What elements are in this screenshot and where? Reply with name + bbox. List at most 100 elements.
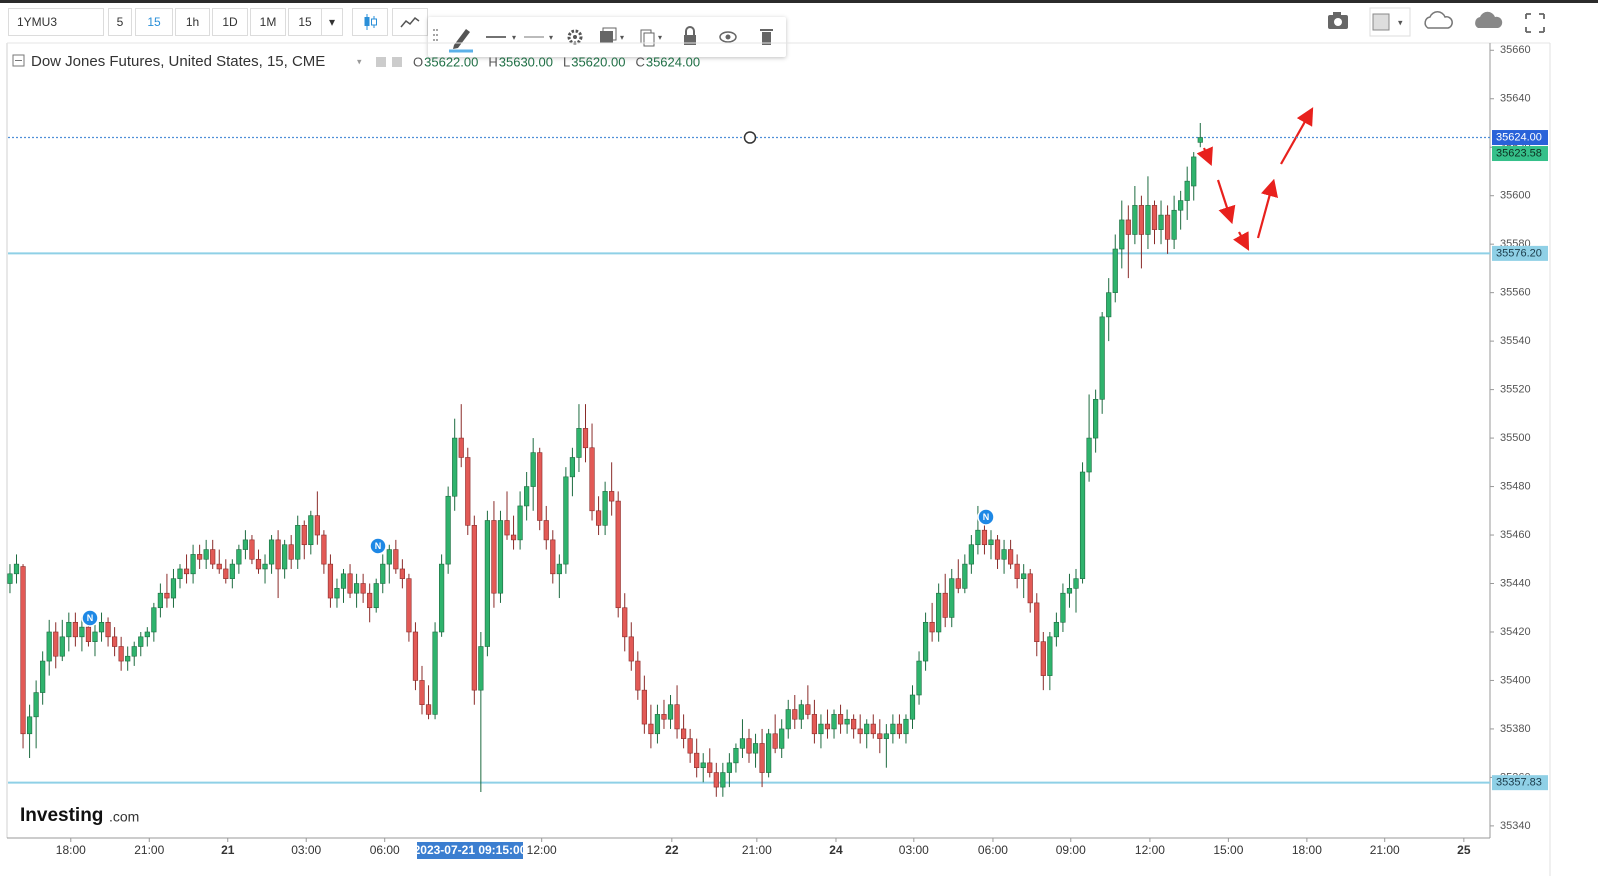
candle-body — [1138, 205, 1145, 235]
x-tick-label: 12:00 — [527, 843, 557, 857]
candle-body — [33, 692, 39, 718]
y-tick-label: 35500 — [1500, 432, 1531, 444]
candle-body — [785, 709, 791, 730]
candle-body — [432, 631, 438, 715]
cloud-upload-icon[interactable] — [1475, 11, 1503, 28]
candle-body — [314, 515, 320, 536]
candle-body — [144, 631, 150, 638]
interval-dropdown[interactable]: ▾ — [321, 8, 343, 36]
line-handle — [743, 131, 757, 144]
candle-body — [628, 636, 634, 662]
visibility-icon[interactable] — [719, 31, 737, 43]
candle-body — [687, 738, 693, 754]
x-tick-label: 21:00 — [742, 843, 772, 857]
candle-body — [118, 646, 124, 662]
candle-body — [1060, 592, 1066, 623]
interval-button[interactable]: 5 — [108, 8, 132, 36]
candle-body — [347, 573, 353, 594]
x-tick-label: 22 — [665, 843, 679, 857]
candle-body — [779, 728, 785, 749]
candle-body — [524, 486, 530, 507]
candle-body — [406, 578, 412, 633]
candle-body — [452, 437, 458, 497]
symbol-input[interactable]: 1YMU3 — [8, 8, 104, 36]
x-tick-label: 09:00 — [1056, 843, 1086, 857]
line-type-button[interactable] — [392, 8, 428, 36]
logo-name: Investing — [20, 805, 103, 826]
candle-body — [746, 738, 752, 754]
visibility-toggle[interactable] — [376, 57, 386, 67]
interval-button[interactable]: 1h — [175, 8, 210, 36]
candle-body — [308, 515, 314, 546]
candle-body — [589, 447, 595, 512]
line-icon — [400, 16, 420, 28]
cloud-download-icon[interactable] — [1424, 11, 1453, 29]
candle-body — [125, 655, 131, 662]
candle-body — [1164, 214, 1171, 240]
candle-body — [680, 728, 687, 739]
candle-body — [255, 558, 262, 570]
candle-body — [40, 660, 46, 693]
candle-body — [1178, 200, 1184, 211]
candle-body — [26, 716, 33, 735]
price-label-box — [1492, 146, 1548, 162]
candle-body — [602, 491, 608, 526]
candle-body — [471, 525, 477, 691]
color-icon[interactable] — [1372, 13, 1390, 31]
interval-button[interactable]: 1D — [212, 8, 248, 36]
candle-body — [295, 525, 301, 560]
candle-body — [543, 520, 549, 541]
candle-body — [1191, 156, 1197, 187]
candle-body — [197, 554, 203, 560]
candle-body — [1040, 641, 1046, 676]
svg-text:▾: ▾ — [658, 33, 662, 42]
pencil-icon[interactable] — [453, 29, 470, 49]
candle-body — [262, 563, 268, 570]
candle-body — [752, 743, 759, 754]
collapse-icon[interactable] — [12, 54, 25, 67]
candle-body — [164, 592, 170, 599]
candle-body — [288, 544, 294, 560]
y-tick-label: 35460 — [1500, 529, 1531, 541]
candle-body — [792, 709, 798, 720]
interval-button[interactable]: 1M — [250, 8, 286, 36]
candle-body — [726, 762, 732, 773]
candle-body — [530, 452, 536, 487]
candle-body — [595, 510, 602, 526]
news-marker-label: N — [87, 613, 94, 623]
candle-body — [890, 723, 896, 735]
y-tick-label: 35640 — [1500, 93, 1531, 105]
candle-type-button[interactable] — [352, 8, 388, 36]
candle-body — [805, 704, 811, 715]
candle-body — [824, 723, 831, 730]
candle-body — [968, 544, 974, 565]
candle-body — [491, 520, 497, 594]
y-tick-label: 35480 — [1500, 480, 1531, 492]
candle-body — [641, 689, 647, 725]
interval-button[interactable]: 15 — [135, 8, 173, 36]
drawing-toolbar: ▾ ▾ ▾ ▾ — [428, 17, 786, 57]
interval-select[interactable]: 15 — [288, 8, 322, 36]
svg-text:▾: ▾ — [1398, 17, 1403, 27]
fullscreen-icon[interactable] — [1525, 13, 1545, 33]
legend-key: O — [413, 54, 423, 69]
candle-body — [72, 621, 78, 638]
news-marker-label: N — [375, 541, 382, 551]
settings-toggle[interactable] — [392, 57, 402, 67]
candle-body — [1014, 563, 1020, 579]
camera-icon[interactable] — [1328, 12, 1348, 29]
candle-body — [157, 592, 163, 609]
title-dropdown[interactable]: ▾ — [357, 56, 362, 66]
candle-body — [759, 743, 765, 773]
y-tick-label: 35600 — [1500, 190, 1531, 202]
candle-body — [896, 723, 903, 735]
price-label-box — [1492, 245, 1548, 261]
legend-value: 35620.00 — [571, 54, 625, 69]
svg-text:▾: ▾ — [620, 33, 624, 42]
logo-suffix: .com — [109, 809, 139, 825]
lock-icon[interactable] — [684, 35, 696, 45]
top-border — [0, 0, 1598, 3]
candle-body — [563, 476, 569, 565]
delete-icon[interactable] — [762, 32, 771, 45]
